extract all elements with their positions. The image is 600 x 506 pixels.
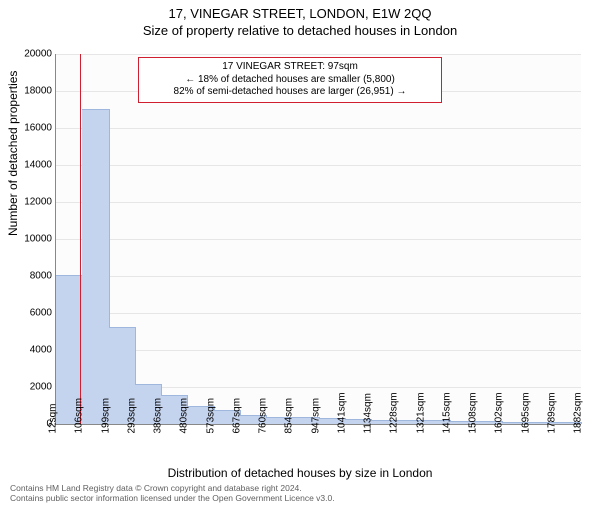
property-marker-line (80, 54, 81, 424)
gridline (56, 313, 581, 314)
y-tick-label: 10000 (12, 234, 52, 245)
footer-line2: Contains public sector information licen… (10, 494, 335, 504)
y-tick-label: 20000 (12, 49, 52, 60)
annotation-box: 17 VINEGAR STREET: 97sqm ← 18% of detach… (138, 57, 442, 103)
annotation-line2: ← 18% of detached houses are smaller (5,… (145, 74, 435, 87)
y-tick-label: 18000 (12, 86, 52, 97)
chart-container: 17, VINEGAR STREET, LONDON, E1W 2QQ Size… (0, 6, 600, 506)
gridline (56, 165, 581, 166)
y-tick-label: 2000 (12, 382, 52, 393)
gridline (56, 202, 581, 203)
y-tick-label: 16000 (12, 123, 52, 134)
footer-attribution: Contains HM Land Registry data © Crown c… (10, 484, 335, 504)
gridline (56, 54, 581, 55)
y-tick-label: 14000 (12, 160, 52, 171)
sub-title: Size of property relative to detached ho… (0, 23, 600, 38)
y-tick-label: 0 (12, 419, 52, 430)
annotation-line3: 82% of semi-detached houses are larger (… (145, 86, 435, 99)
gridline (56, 239, 581, 240)
main-title: 17, VINEGAR STREET, LONDON, E1W 2QQ (0, 6, 600, 21)
histogram-bar (82, 109, 109, 425)
y-tick-label: 8000 (12, 271, 52, 282)
gridline (56, 276, 581, 277)
y-tick-label: 12000 (12, 197, 52, 208)
plot-area: 17 VINEGAR STREET: 97sqm ← 18% of detach… (55, 54, 581, 425)
gridline (56, 128, 581, 129)
annotation-line1: 17 VINEGAR STREET: 97sqm (145, 61, 435, 74)
x-axis-label: Distribution of detached houses by size … (0, 466, 600, 480)
y-tick-label: 4000 (12, 345, 52, 356)
y-tick-label: 6000 (12, 308, 52, 319)
